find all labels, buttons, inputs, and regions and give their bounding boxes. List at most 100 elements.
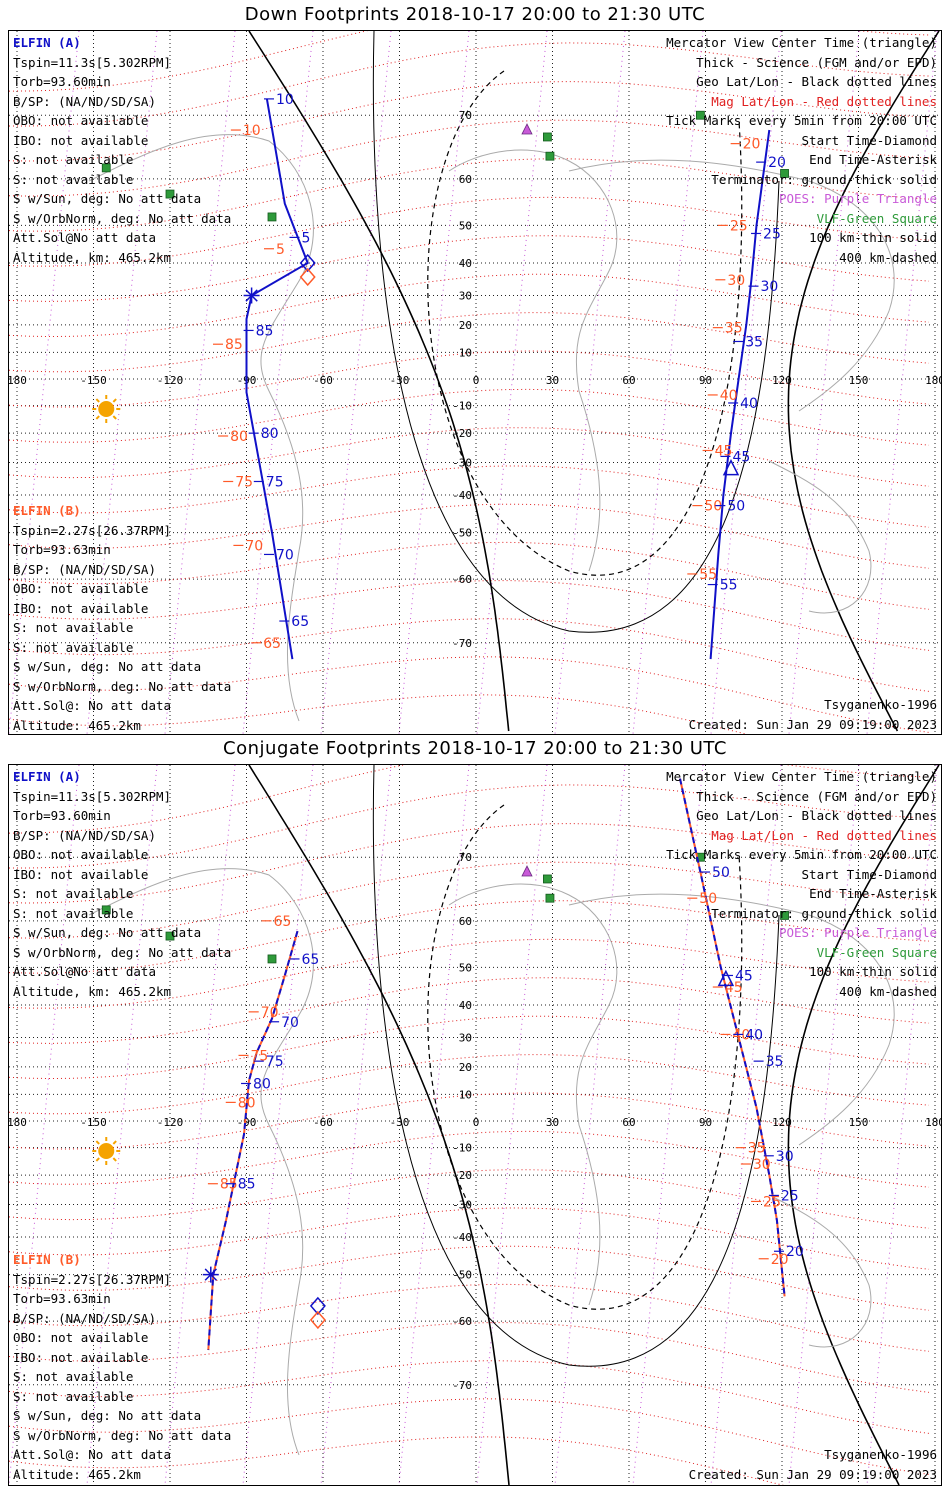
lat-tick-label: -50 xyxy=(452,1269,472,1282)
legend-item: 100 km-thin solid xyxy=(809,230,937,245)
elfin-a-track xyxy=(207,930,299,1351)
sun-ray xyxy=(112,398,117,403)
vlf-square xyxy=(267,954,277,964)
terminator-line xyxy=(248,31,510,732)
info-line: B/SP: (NA/ND/SD/SA) xyxy=(13,93,156,109)
lat-tick-label: 10 xyxy=(459,346,472,359)
info-line: Tspin=11.3s[5.302RPM] xyxy=(13,54,172,70)
lat-tick-label: 20 xyxy=(459,319,472,332)
info-line: B/SP: (NA/ND/SD/SA) xyxy=(13,1310,156,1326)
lon-tick-label: -120 xyxy=(157,1116,184,1129)
info-line: B/SP: (NA/ND/SD/SA) xyxy=(13,561,156,577)
lat-tick-label: -30 xyxy=(452,1198,472,1211)
vlf-square xyxy=(267,212,277,222)
coastline xyxy=(768,460,872,614)
mag-lat-line xyxy=(9,465,930,528)
mag-lat-line xyxy=(9,1398,930,1475)
poes-triangle xyxy=(521,123,533,135)
mag-lat-line xyxy=(9,427,930,487)
elfin-b-time-label: 25 xyxy=(763,1194,781,1210)
info-line: S w/OrbNorm, deg: No att data xyxy=(13,944,232,960)
lat-tick-label: -70 xyxy=(452,1379,472,1392)
terminator-400km xyxy=(427,804,743,1310)
end-asterisk xyxy=(245,289,258,302)
lon-tick-label: 0 xyxy=(473,1116,480,1129)
vlf-square xyxy=(165,931,175,941)
info-line: IBO: not available xyxy=(13,132,149,148)
legend: Mercator View Center Time (triangle) Thi… xyxy=(666,33,937,267)
coastline xyxy=(448,883,618,1306)
lon-tick-label: -60 xyxy=(313,374,333,387)
elfin-a-time-label: 35 xyxy=(745,334,763,350)
legend-item: Terminator: ground-thick solid xyxy=(711,171,937,187)
legend: Mercator View Center Time (triangle) Thi… xyxy=(666,767,937,1001)
elfin-b-time-label: 65 xyxy=(263,636,281,652)
info-line: Tspin=2.27s[26.37RPM] xyxy=(13,1271,172,1287)
lat-tick-label: -10 xyxy=(452,1142,472,1155)
legend-item: End Time-Asterisk xyxy=(809,152,937,167)
info-line: S w/OrbNorm, deg: No att data xyxy=(13,1427,232,1443)
mag-lat-line xyxy=(9,350,930,408)
mag-lon-line xyxy=(9,765,80,1485)
elfin-b-time-label: 10 xyxy=(243,123,261,139)
mag-lon-line xyxy=(788,765,860,1485)
elfin-b-time-label: 50 xyxy=(699,891,717,907)
legend-item: 400 km-dashed xyxy=(839,983,937,999)
legend-item: Thick - Science (FGM and/or EPD) xyxy=(696,788,937,804)
sun-icon xyxy=(98,401,115,417)
elfin-a-time-label: 45 xyxy=(735,968,753,984)
elfin-a-time-label: 30 xyxy=(776,1149,794,1165)
info-line: OBO: not available xyxy=(13,581,149,596)
elfin-a-time-label: 65 xyxy=(291,614,309,630)
legend-item: Start Time-Diamond xyxy=(801,132,937,148)
legend-item: Mercator View Center Time (triangle) xyxy=(666,769,937,784)
elfin-b-time-label: 40 xyxy=(720,388,738,404)
elfin-b-info: ELFIN (B) Tspin=2.27s[26.37RPM] Torb=93.… xyxy=(13,501,231,734)
lat-tick-label: 50 xyxy=(459,219,472,232)
coastline xyxy=(448,149,618,572)
info-line: Altitude, km: 465.2km xyxy=(13,249,172,265)
info-line: IBO: not available xyxy=(13,600,149,616)
lon-tick-label: 60 xyxy=(622,1116,635,1129)
lon-tick-label: -150 xyxy=(80,374,107,387)
legend-item: Start Time-Diamond xyxy=(801,866,937,882)
map-canvas-down: 180-150-120-90-60-3003060901201501807060… xyxy=(9,31,941,734)
elfin-b-time-label: 40 xyxy=(732,1027,750,1043)
mag-lon-line xyxy=(554,765,626,1485)
elfin-b-time-label: 45 xyxy=(715,443,733,459)
elfin-a-time-label: 75 xyxy=(266,474,284,490)
info-line: Att.Sol@No att data xyxy=(13,230,156,245)
legend-item: Terminator: ground-thick solid xyxy=(711,905,937,921)
info-line: S: not available xyxy=(13,171,134,187)
lat-tick-label: 70 xyxy=(459,851,472,864)
lon-tick-label: 150 xyxy=(849,1116,869,1129)
lon-tick-label: -30 xyxy=(390,374,410,387)
elfin-b-time-label: 55 xyxy=(699,567,717,583)
legend-item: POES: Purple Triangle xyxy=(778,191,937,206)
lon-tick-label: 180 xyxy=(925,1116,941,1129)
vlf-square xyxy=(101,905,111,915)
elfin-b-time-label: 70 xyxy=(261,1005,279,1021)
elfin-a-track xyxy=(709,129,771,660)
legend-item: VLF-Green Square xyxy=(816,944,937,960)
elfin-b-time-label: 75 xyxy=(235,474,253,490)
info-line: Tspin=2.27s[26.37RPM] xyxy=(13,522,172,538)
elfin-b-time-label: 30 xyxy=(753,1157,771,1173)
elfin-a-time-label: 35 xyxy=(766,1054,784,1070)
elfin-b-label: ELFIN (B) xyxy=(13,1252,81,1267)
mag-lon-line xyxy=(476,765,548,1485)
mag-lat-line xyxy=(9,388,930,446)
vlf-square xyxy=(545,893,555,903)
info-line: IBO: not available xyxy=(13,1349,149,1365)
lat-tick-label: -20 xyxy=(452,1169,472,1182)
elfin-b-time-label: 85 xyxy=(225,337,243,353)
lon-tick-label: 180 xyxy=(925,374,941,387)
elfin-b-time-label: 25 xyxy=(730,218,748,234)
lat-tick-label: 60 xyxy=(459,915,472,928)
info-line: S: not available xyxy=(13,152,134,167)
elfin-a-time-label: 50 xyxy=(727,499,745,515)
lon-tick-label: 180 xyxy=(9,1116,27,1129)
vlf-square xyxy=(543,874,552,884)
lon-tick-label: 120 xyxy=(772,1116,792,1129)
info-line: Altitude: 465.2km xyxy=(13,1466,141,1482)
